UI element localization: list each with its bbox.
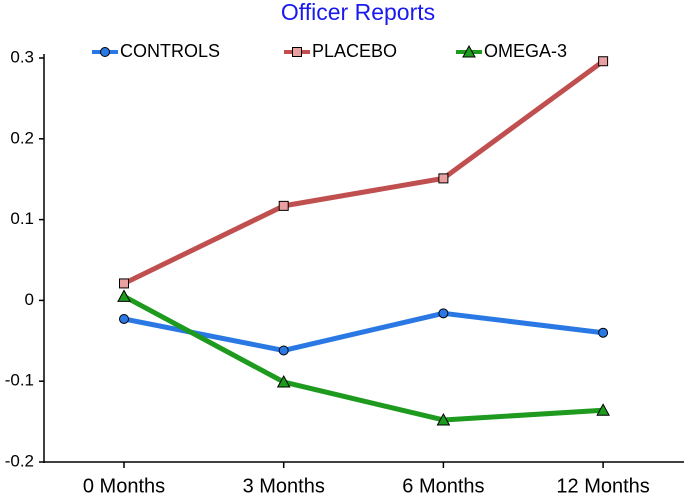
- x-tick-label: 0 Months: [83, 475, 165, 496]
- legend-label: PLACEBO: [312, 41, 397, 61]
- marker: [119, 313, 129, 324]
- y-tick-label: 0.2: [10, 128, 34, 147]
- y-tick-label: 0.1: [10, 209, 34, 228]
- y-tick-label: 0: [25, 290, 34, 309]
- y-tick-label: -0.1: [5, 371, 34, 390]
- y-tick-label: 0.3: [10, 47, 34, 66]
- series-line: [123, 310, 604, 353]
- legend-marker: [462, 44, 476, 58]
- marker: [436, 412, 451, 426]
- marker: [598, 327, 609, 338]
- marker: [438, 173, 449, 184]
- x-tick-label: 12 Months: [556, 475, 649, 496]
- x-tick-label: 3 Months: [243, 475, 325, 496]
- marker: [119, 278, 129, 289]
- marker: [596, 403, 610, 416]
- marker: [278, 345, 289, 356]
- marker: [117, 289, 131, 302]
- series-line: [122, 294, 604, 423]
- legend-label: CONTROLS: [120, 41, 220, 61]
- marker: [598, 56, 609, 67]
- chart-title: Officer Reports: [281, 0, 435, 25]
- marker: [438, 308, 449, 319]
- legend-marker: [292, 47, 302, 57]
- legend-marker: [100, 47, 110, 57]
- marker: [278, 200, 289, 211]
- x-tick-label: 6 Months: [402, 475, 484, 496]
- legend-label: OMEGA-3: [484, 41, 567, 61]
- series-line: [122, 59, 605, 286]
- y-tick-label: -0.2: [5, 451, 34, 470]
- marker: [276, 374, 291, 388]
